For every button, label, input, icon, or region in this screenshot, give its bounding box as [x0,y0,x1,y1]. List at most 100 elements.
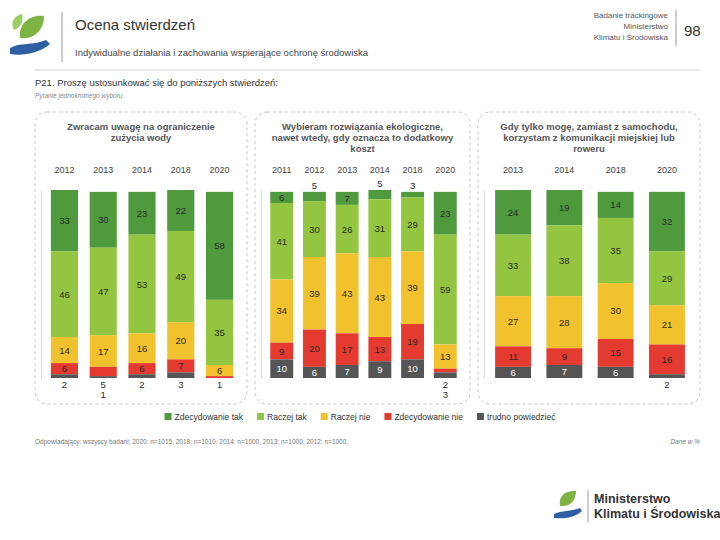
data-label: 29 [407,219,418,230]
x-tick-label: 2018 [403,165,423,175]
data-label: 3 [410,180,415,191]
data-label: 43 [342,288,353,299]
data-label: 1 [101,389,106,400]
data-label: 21 [662,319,673,330]
bars [51,190,233,378]
x-tick: 2020 [210,165,230,176]
legend-label: Zdecydowanie tak [175,412,244,422]
x-tick: 2014 [370,165,390,176]
data-label: 28 [559,317,570,328]
data-label: 39 [407,282,418,293]
x-tick-label: 2011 [272,165,291,175]
data-label: 14 [610,199,621,210]
title-line: Zwracam uwagę na ograniczenie [67,121,215,132]
data-label: 31 [375,223,386,234]
x-tick: 2020 [657,165,677,176]
bar-segment [495,190,531,235]
bar-segment [434,344,457,368]
data-label: 6 [312,367,317,378]
x-tick-label: 2013 [93,165,113,175]
data-label: 35 [214,327,225,338]
data-label: 43 [375,292,386,303]
panel-title: Zwracam uwagę na ograniczeniezużycia wod… [67,121,215,143]
data-label: 47 [98,286,109,297]
data-label: 16 [137,343,148,354]
footer-logo-divider [588,490,589,522]
legend-swatch [384,413,391,420]
title-line: Wybieram rozwiązania ekologiczne, [282,121,443,132]
bar-segment [649,344,685,374]
x-axis-line [48,176,238,177]
bar-segment [434,372,457,378]
bar-segment [90,335,117,367]
bar-segment [90,192,117,248]
bar-segment [51,374,78,378]
bar-segment [336,365,359,378]
legend-item: Raczej tak [257,412,307,422]
data-label: 46 [59,289,70,300]
data-label: 34 [276,305,287,316]
data-label: 20 [309,343,320,354]
bar-segment [368,361,391,378]
data-label: 27 [508,316,519,327]
footer-logo-hand [554,508,582,518]
bar-segment [546,348,582,365]
page: Ocena stwierdzeńIndywidualne działania i… [0,0,720,540]
data-label: 2 [62,379,67,390]
bar-segment [270,279,293,342]
data-label: 10 [276,363,287,374]
data-label: 6 [510,367,515,378]
x-tick-label: 2014 [132,165,152,175]
bar-segment [401,251,424,324]
data-label: 22 [175,205,186,216]
y-axis [261,191,262,379]
bar-segment [51,363,78,374]
x-tick-label: 2014 [554,165,574,175]
bar-segment [206,376,233,378]
data-label: 11 [508,351,518,362]
bar-segment [128,192,155,235]
title-line: Gdy tylko mogę, zamiast z samochodu, [500,121,677,132]
data-label: 58 [214,240,225,251]
x-tick-label: 2020 [657,165,677,175]
legend-label: trudno powiedzieć [487,412,556,422]
subtitle: Indywidualne działania i zachowania wspi… [75,47,369,58]
data-label: 33 [59,215,70,226]
x-tick-label: 2020 [435,165,455,175]
data-label: 5 [377,178,382,189]
x-tick: 2014 [132,165,152,176]
data-label: 14 [59,345,70,356]
x-tick-label: 2012 [304,165,324,175]
bar-segment [167,190,194,231]
panel-frame [478,112,700,404]
bar-segment [128,363,155,374]
bar-segment [649,305,685,344]
data-label: 19 [407,336,418,347]
legend: Zdecydowanie takRaczej takRaczej nieZdec… [165,412,557,422]
data-label: 6 [217,365,222,376]
x-tick: 2012 [304,165,324,176]
data-label: 26 [342,224,353,235]
data-label: 9 [562,351,567,362]
y-axis [484,191,485,379]
data-label: 9 [377,364,382,375]
data-label: 24 [508,207,519,218]
legend-swatch [477,413,484,420]
header-rule [35,70,700,71]
data-label: 3 [443,389,448,400]
x-axis-line [268,176,461,177]
bar-segment [598,218,634,283]
bar-segment [401,359,424,378]
bars [270,190,456,378]
data-label: 38 [559,255,570,266]
legend-item: trudno powiedzieć [477,412,556,422]
bar-segment [51,190,78,251]
data-label: 30 [610,305,621,316]
x-tick: 2014 [554,165,574,176]
panel: Zwracam uwagę na ograniczeniezużycia wod… [35,112,247,404]
data-label: 33 [508,260,519,271]
logo-hand [10,40,50,55]
data-label: 6 [62,363,67,374]
bar-segment [167,359,194,372]
legend-swatch [321,413,328,420]
